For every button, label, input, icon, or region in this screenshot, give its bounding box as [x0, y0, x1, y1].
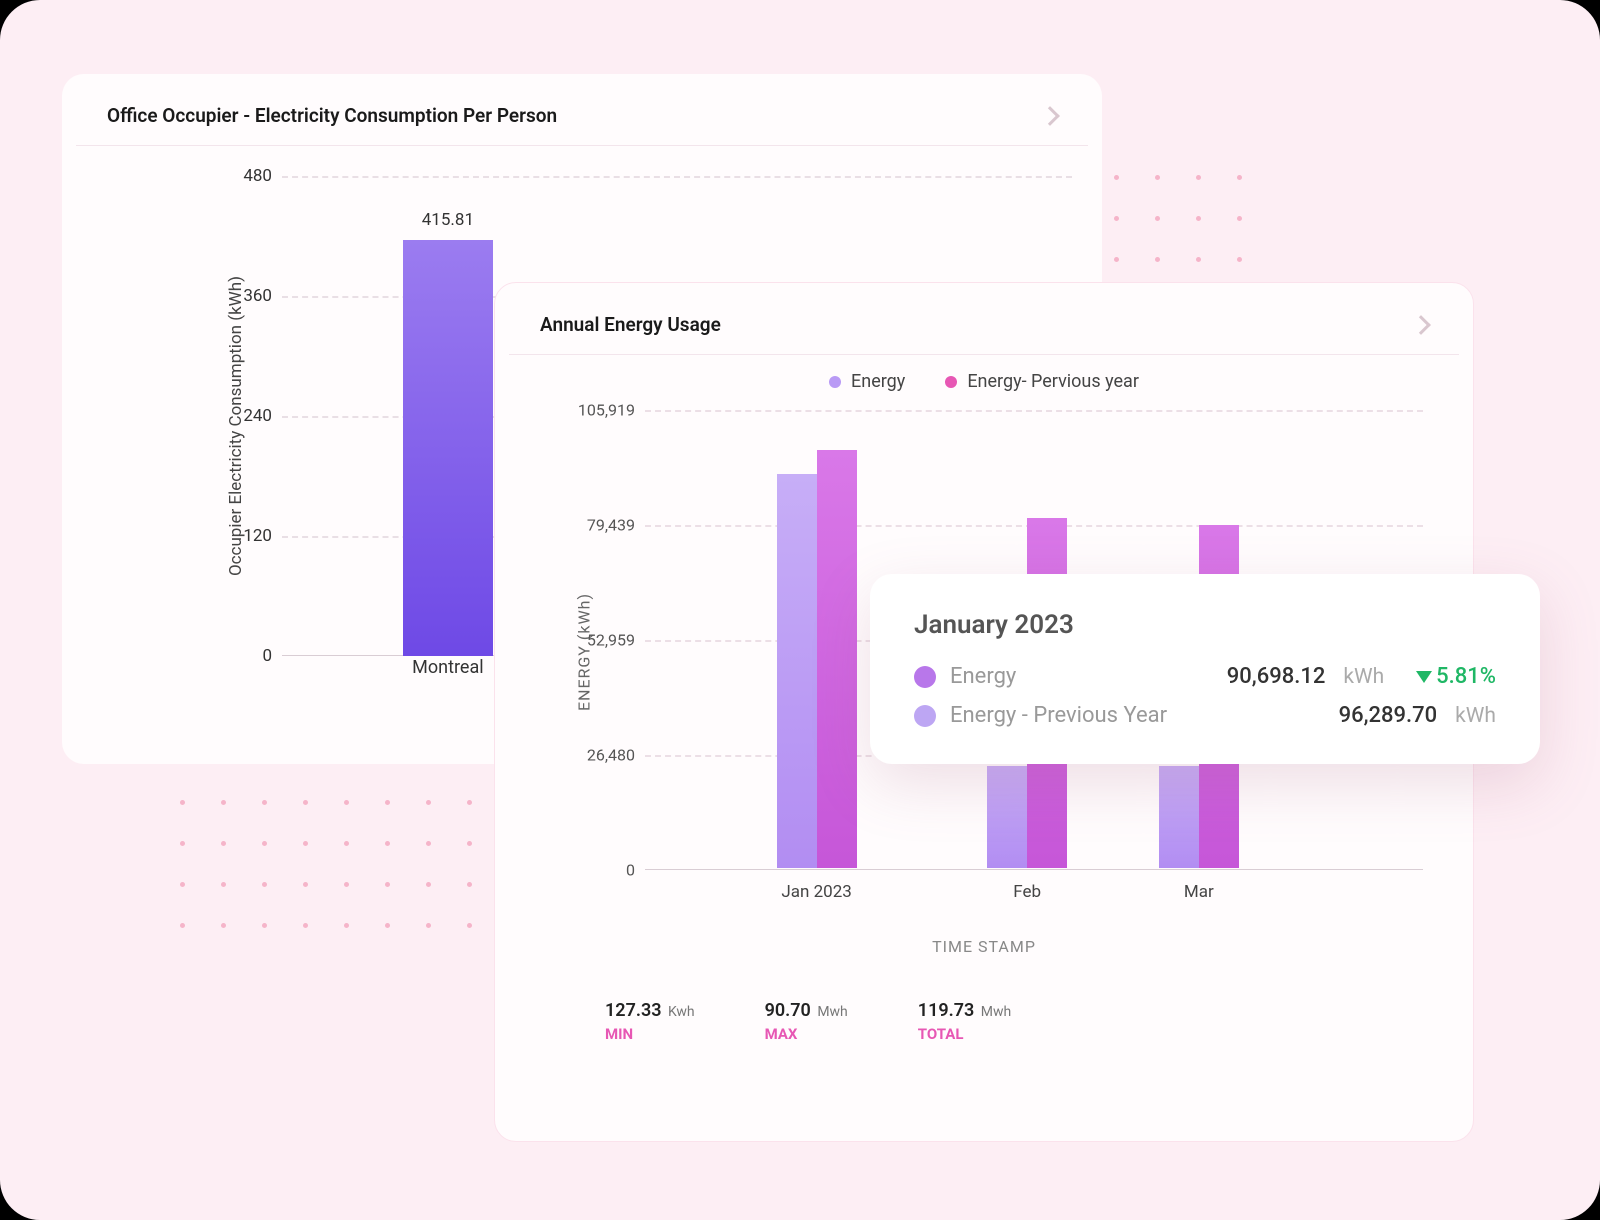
- summary-stats: 127.33 Kwh MIN 90.70 Mwh MAX 119.73 Mwh TOTAL: [495, 1000, 1473, 1081]
- y-tick: 0: [570, 861, 635, 880]
- series-value: 96,289.70: [1339, 703, 1438, 728]
- series-dot-icon: [914, 666, 936, 688]
- decorative-dots: [180, 800, 472, 928]
- chevron-right-icon[interactable]: [1411, 315, 1431, 335]
- tooltip-row: Energy 90,698.12 kWh 5.81%: [914, 664, 1496, 689]
- series-label: Energy - Previous Year: [950, 703, 1325, 728]
- legend-item: Energy- Pervious year: [945, 371, 1139, 392]
- x-category: Montreal: [412, 657, 483, 678]
- series-unit: kWh: [1455, 704, 1496, 728]
- bar-group[interactable]: [777, 450, 857, 868]
- y-axis-label: ENERGY (kWh): [575, 593, 594, 711]
- gridline: [645, 410, 1423, 412]
- series-value: 90,698.12: [1227, 664, 1326, 689]
- card-title: Office Occupier - Electricity Consumptio…: [107, 104, 557, 127]
- stat-unit: Mwh: [814, 1004, 848, 1020]
- bar[interactable]: 415.81: [403, 240, 493, 656]
- triangle-down-icon: [1416, 671, 1432, 683]
- bar: [817, 450, 857, 868]
- bar-value-label: 415.81: [422, 210, 474, 230]
- series-dot-icon: [914, 705, 936, 727]
- stat-label: TOTAL: [918, 1025, 1011, 1043]
- stat-value: 90.70: [765, 1000, 811, 1021]
- stat: 127.33 Kwh MIN: [605, 1000, 695, 1043]
- x-category: Feb: [1013, 882, 1041, 902]
- stat-value: 119.73: [918, 1000, 975, 1021]
- y-tick: 0: [222, 646, 272, 666]
- y-tick: 26,480: [570, 745, 635, 764]
- stat-label: MIN: [605, 1025, 695, 1043]
- series-label: Energy: [950, 664, 1213, 689]
- bar: [777, 474, 817, 868]
- card-title: Annual Energy Usage: [540, 313, 721, 336]
- y-tick: 240: [222, 406, 272, 426]
- card-header: Office Occupier - Electricity Consumptio…: [62, 74, 1102, 145]
- bar: [987, 766, 1027, 868]
- legend: Energy Energy- Pervious year: [495, 355, 1473, 400]
- baseline: [645, 869, 1423, 870]
- y-tick: 105,919: [570, 401, 635, 420]
- y-tick: 52,959: [570, 631, 635, 650]
- y-tick: 120: [222, 526, 272, 546]
- series-unit: kWh: [1343, 665, 1384, 689]
- stat-value: 127.33: [605, 1000, 662, 1021]
- stat: 90.70 Mwh MAX: [765, 1000, 848, 1043]
- stat: 119.73 Mwh TOTAL: [918, 1000, 1011, 1043]
- y-tick: 360: [222, 286, 272, 306]
- stat-label: MAX: [765, 1025, 848, 1043]
- stat-unit: Kwh: [665, 1004, 695, 1020]
- legend-item: Energy: [829, 371, 905, 392]
- y-tick: 79,439: [570, 516, 635, 535]
- x-category: Jan 2023: [781, 882, 851, 902]
- delta-value: 5.81%: [1416, 664, 1496, 689]
- gridline: [282, 176, 1072, 178]
- card-header: Annual Energy Usage: [495, 283, 1473, 354]
- dashboard-canvas: Office Occupier - Electricity Consumptio…: [0, 0, 1600, 1220]
- bar: [1159, 766, 1199, 868]
- tooltip-row: Energy - Previous Year 96,289.70 kWh: [914, 703, 1496, 728]
- chevron-right-icon[interactable]: [1040, 106, 1060, 126]
- stat-unit: Mwh: [977, 1004, 1011, 1020]
- x-axis-label: TIME STAMP: [932, 937, 1036, 956]
- y-tick: 480: [222, 166, 272, 186]
- chart-tooltip: January 2023Energy90,698.12kWh5.81%Energ…: [870, 574, 1540, 764]
- tooltip-title: January 2023: [914, 610, 1496, 640]
- x-category: Mar: [1184, 882, 1214, 902]
